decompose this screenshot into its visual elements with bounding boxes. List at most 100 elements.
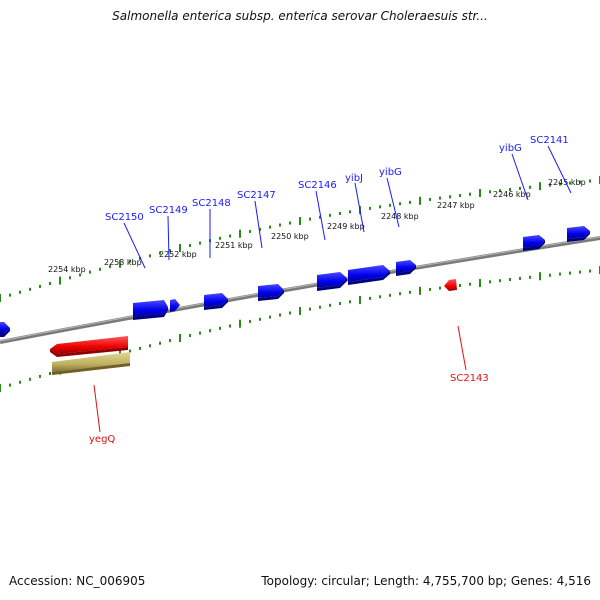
minor-tick (209, 329, 211, 333)
minor-tick (39, 374, 41, 378)
minor-tick (9, 293, 11, 297)
gene-arrow-sc2147[interactable] (258, 284, 284, 301)
gene-arrow-yibg-2[interactable] (523, 235, 545, 251)
minor-tick (9, 383, 11, 387)
gene-label-sc2146[interactable]: SC2146 (298, 180, 337, 191)
gene-label-sc2143[interactable]: SC2143 (450, 373, 489, 384)
gene-label-sc2150[interactable]: SC2150 (105, 212, 144, 223)
minor-tick (249, 229, 251, 233)
minor-tick (39, 284, 41, 288)
minor-tick (289, 221, 291, 225)
scale-label: 2249 kbp (327, 222, 365, 231)
minor-tick (19, 380, 21, 384)
gene-label-sc2149[interactable]: SC2149 (149, 205, 188, 216)
major-tick (299, 217, 301, 225)
minor-tick (29, 377, 31, 381)
minor-tick (289, 311, 291, 315)
minor-tick (509, 188, 511, 191)
gene-arrow-yibj[interactable] (348, 265, 390, 285)
minor-tick (329, 303, 331, 307)
scale-label: 2245 kbp (548, 178, 586, 187)
gene-label-sc2141[interactable]: SC2141 (530, 135, 569, 146)
minor-tick (79, 273, 81, 277)
gene-arrow-sc2143[interactable] (444, 279, 457, 291)
gene-arrow-sc2141[interactable] (567, 226, 590, 242)
scale-labels: 2254 kbp 2253 kbp 2252 kbp 2251 kbp 2250… (48, 178, 586, 274)
gene-arrow-sc2148[interactable] (204, 293, 228, 310)
gene-label-yibg-2[interactable]: yibG (499, 143, 522, 154)
gene-label-sc2147[interactable]: SC2147 (237, 190, 276, 201)
minor-tick (389, 203, 391, 207)
genome-backbone (0, 236, 600, 344)
gene-label-sc2148[interactable]: SC2148 (192, 198, 231, 209)
major-tick (359, 296, 361, 305)
scale-label: 2253 kbp (104, 258, 142, 267)
forward-genes (0, 226, 590, 337)
minor-tick (49, 372, 51, 375)
gene-arrow-yegq-selected[interactable] (52, 352, 130, 375)
minor-tick (339, 302, 341, 305)
minor-tick (569, 181, 571, 185)
minor-tick (399, 202, 401, 206)
gene-label-yegq[interactable]: yegQ (89, 434, 115, 445)
major-tick (179, 334, 181, 342)
scale-label: 2251 kbp (215, 241, 253, 250)
minor-tick (449, 195, 451, 199)
minor-tick (269, 225, 271, 229)
minor-tick (19, 290, 21, 294)
minor-tick (379, 295, 381, 299)
minor-tick (569, 271, 571, 275)
scale-label: 2252 kbp (159, 250, 197, 259)
major-tick (419, 196, 421, 205)
minor-tick (499, 189, 501, 193)
reverse-gene-labels: yegQ SC2143 (89, 373, 489, 445)
gene-label-yibj[interactable]: yibJ (345, 173, 363, 184)
gene-arrow-sc2149[interactable] (170, 299, 180, 312)
gene-arrow-left-edge[interactable] (0, 322, 10, 337)
genome-title: Salmonella enterica subsp. enterica sero… (112, 9, 488, 23)
minor-tick (279, 223, 281, 227)
minor-tick (129, 349, 131, 353)
minor-tick (159, 251, 161, 255)
minor-tick (489, 280, 491, 284)
gene-arrow-yibg[interactable] (396, 260, 416, 276)
major-tick (179, 244, 181, 252)
major-tick (239, 319, 241, 328)
minor-tick (69, 276, 71, 280)
genome-backbone-highlight (0, 236, 600, 342)
minor-tick (339, 212, 341, 215)
scale-label: 2250 kbp (271, 232, 309, 241)
minor-tick (559, 182, 561, 186)
gene-label-yibg[interactable]: yibG (379, 167, 402, 178)
minor-tick (469, 282, 471, 286)
minor-tick (129, 259, 131, 263)
gene-arrow-sc2146[interactable] (317, 272, 347, 291)
minor-tick (229, 234, 231, 238)
minor-tick (369, 206, 371, 210)
minor-tick (389, 293, 391, 297)
minor-tick (519, 276, 521, 280)
minor-tick (549, 183, 551, 187)
accession-text: Accession: NC_006905 (9, 574, 146, 588)
genome-summary-text: Topology: circular; Length: 4,755,700 bp… (261, 574, 591, 588)
minor-tick (229, 324, 231, 328)
minor-tick (189, 334, 191, 337)
minor-tick (309, 217, 311, 221)
minor-tick (369, 296, 371, 300)
minor-tick (99, 267, 101, 271)
minor-tick (279, 313, 281, 317)
major-tick (419, 286, 421, 295)
minor-tick (199, 241, 201, 245)
minor-tick (309, 307, 311, 311)
minor-tick (349, 300, 351, 304)
minor-tick (329, 213, 331, 217)
minor-tick (579, 270, 581, 274)
gene-arrow-yegq[interactable] (50, 336, 128, 357)
gene-arrow-sc2150[interactable] (133, 300, 168, 320)
minor-tick (439, 196, 441, 200)
minor-tick (29, 287, 31, 291)
scale-label: 2247 kbp (437, 201, 475, 210)
scale-label: 2246 kbp (493, 190, 531, 199)
minor-tick (469, 192, 471, 196)
